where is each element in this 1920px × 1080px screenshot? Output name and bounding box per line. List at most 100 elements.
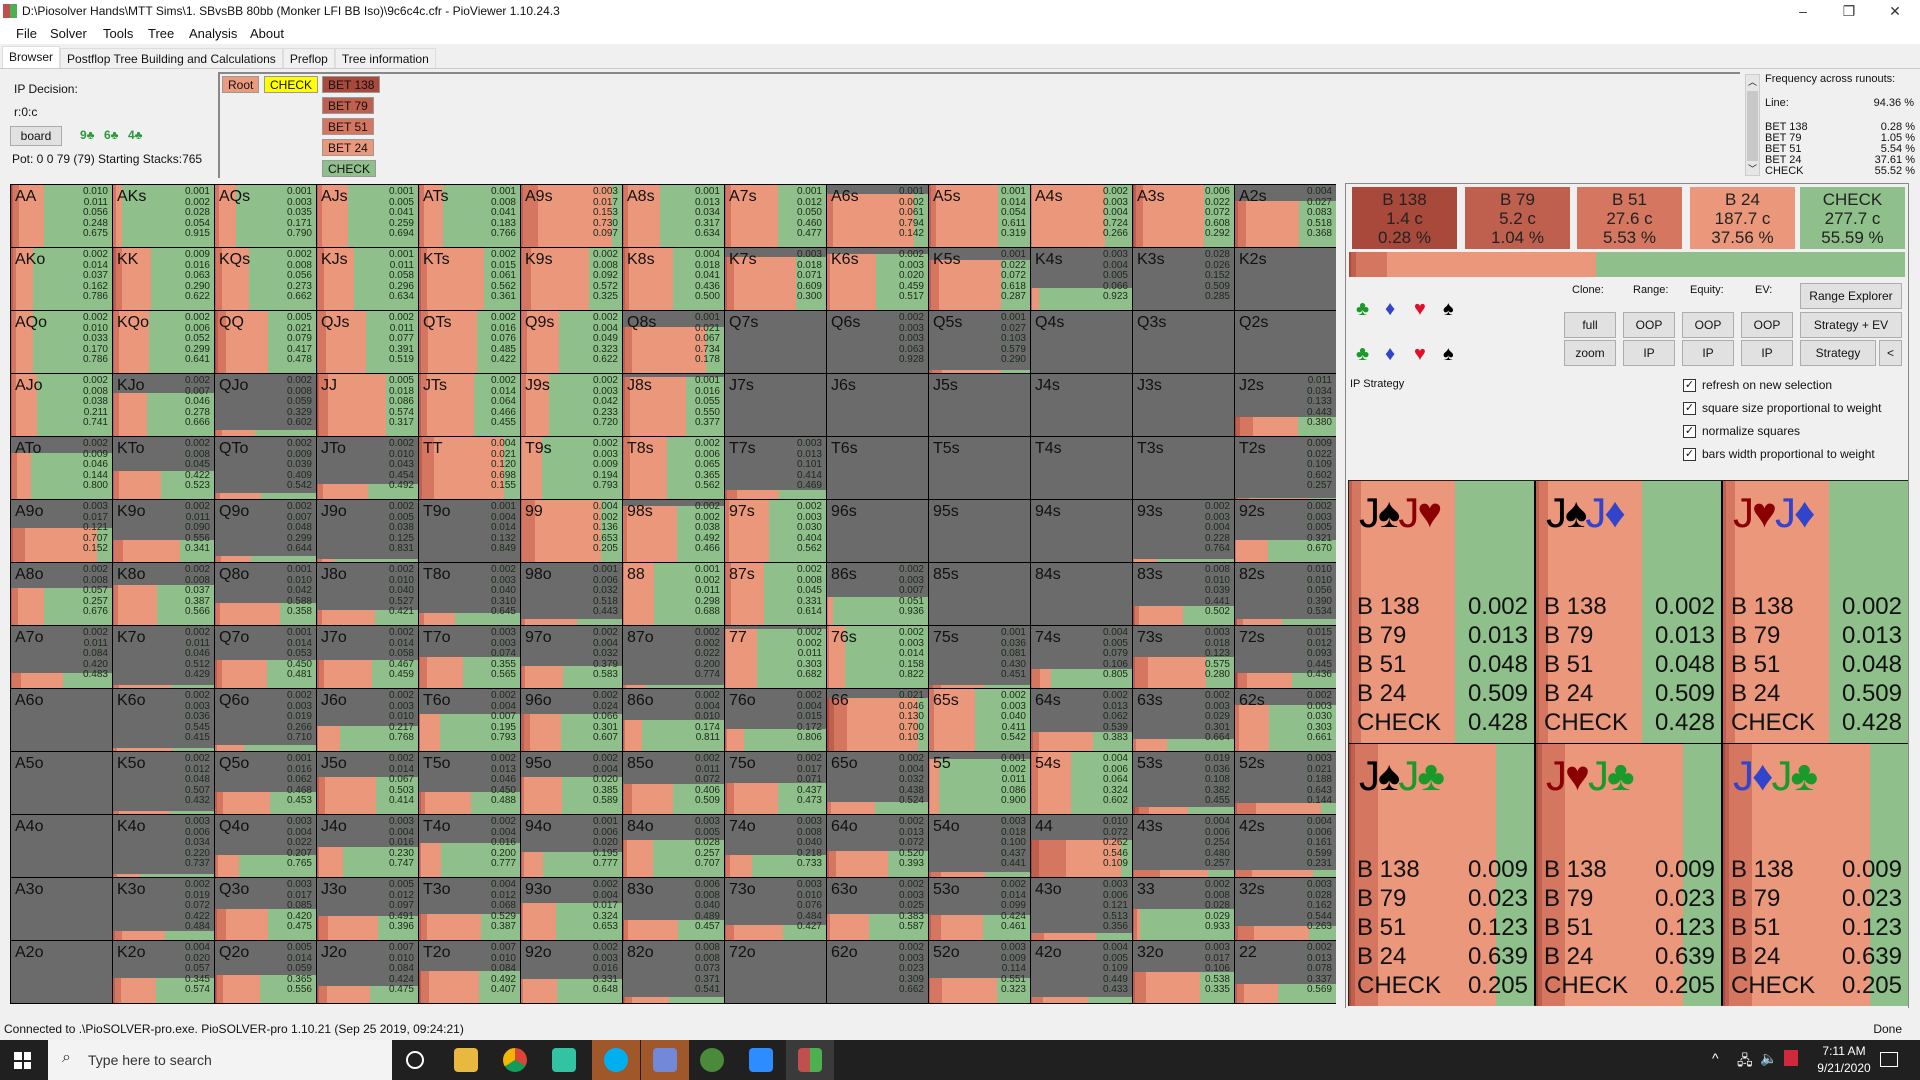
ev-oop-button[interactable]: OOP bbox=[1741, 312, 1793, 338]
combo-cell[interactable]: J♥J♣ B 138 0.009 B 79 0.023 B 51 0.123 B 24 0.63… bbox=[1536, 744, 1721, 1006]
menu-tools[interactable]: Tools bbox=[103, 26, 134, 41]
hand-cell[interactable]: T2s 0.009 0.022 0.109 0.602 0.257 bbox=[1235, 437, 1336, 499]
hand-cell[interactable]: 74s 0.004 0.005 0.079 0.106 0.805 bbox=[1031, 626, 1132, 688]
hand-cell[interactable]: A2s 0.004 0.027 0.083 0.518 0.368 bbox=[1235, 185, 1336, 247]
menu-solver[interactable]: Solver bbox=[50, 26, 87, 41]
action-summary-box[interactable]: CHECK 277.7 c 55.59 % bbox=[1800, 187, 1905, 249]
range-ip-button[interactable]: IP bbox=[1623, 340, 1675, 366]
tree-action-bet-24[interactable]: BET 24 bbox=[322, 139, 374, 156]
hand-cell[interactable]: 53s 0.019 0.036 0.108 0.382 0.455 bbox=[1133, 752, 1234, 814]
hand-cell[interactable]: T4o 0.002 0.004 0.016 0.200 0.777 bbox=[419, 815, 520, 877]
hand-cell[interactable]: 72o bbox=[725, 941, 826, 1003]
hand-cell[interactable]: 82o 0.008 0.008 0.073 0.371 0.541 bbox=[623, 941, 724, 1003]
scrollbar[interactable]: ︿ ﹀ bbox=[1745, 74, 1760, 176]
hand-cell[interactable]: JTs 0.002 0.014 0.064 0.466 0.455 bbox=[419, 374, 520, 436]
hand-cell[interactable]: 53o 0.002 0.014 0.099 0.424 0.461 bbox=[929, 878, 1030, 940]
close-button[interactable]: ✕ bbox=[1889, 3, 1901, 19]
tree-action-bet-138[interactable]: BET 138 bbox=[322, 76, 381, 93]
hand-cell[interactable]: AJo 0.002 0.008 0.038 0.211 0.741 bbox=[11, 374, 112, 436]
hand-cell[interactable]: A8o 0.002 0.008 0.057 0.257 0.676 bbox=[11, 563, 112, 625]
chrome-icon[interactable] bbox=[503, 1048, 527, 1072]
hand-cell[interactable]: J2o 0.007 0.010 0.084 0.424 0.475 bbox=[317, 941, 418, 1003]
hand-cell[interactable]: T8o 0.002 0.003 0.040 0.310 0.645 bbox=[419, 563, 520, 625]
skype-taskbar-item[interactable] bbox=[592, 1040, 640, 1080]
hand-cell[interactable]: 99 0.004 0.002 0.136 0.653 0.205 bbox=[521, 500, 622, 562]
app-icon[interactable] bbox=[700, 1048, 724, 1072]
hand-cell[interactable]: K3o 0.002 0.019 0.072 0.422 0.484 bbox=[113, 878, 214, 940]
hand-cell[interactable]: Q3o 0.003 0.017 0.085 0.420 0.475 bbox=[215, 878, 316, 940]
hand-cell[interactable]: 52o 0.003 0.009 0.114 0.551 0.323 bbox=[929, 941, 1030, 1003]
hand-cell[interactable]: 97o 0.002 0.004 0.032 0.379 0.583 bbox=[521, 626, 622, 688]
hand-cell[interactable]: A4s 0.002 0.003 0.004 0.724 0.266 bbox=[1031, 185, 1132, 247]
hand-cell[interactable]: 43s 0.004 0.006 0.254 0.480 0.257 bbox=[1133, 815, 1234, 877]
hand-cell[interactable]: 33 0.002 0.008 0.028 0.029 0.933 bbox=[1133, 878, 1234, 940]
hand-cell[interactable]: A5s 0.001 0.014 0.054 0.611 0.319 bbox=[929, 185, 1030, 247]
hand-cell[interactable]: Q4s bbox=[1031, 311, 1132, 373]
hand-cell[interactable]: 93o 0.002 0.004 0.017 0.324 0.653 bbox=[521, 878, 622, 940]
hand-cell[interactable]: K6o 0.002 0.003 0.036 0.545 0.415 bbox=[113, 689, 214, 751]
combo-cell[interactable]: J♠J♣ B 138 0.009 B 79 0.023 B 51 0.123 B 24 0.63… bbox=[1349, 744, 1534, 1006]
hand-cell[interactable]: K7o 0.002 0.011 0.046 0.512 0.429 bbox=[113, 626, 214, 688]
range-explorer-button[interactable]: Range Explorer bbox=[1800, 283, 1902, 309]
hand-cell[interactable]: 83o 0.006 0.008 0.040 0.489 0.457 bbox=[623, 878, 724, 940]
hand-cell[interactable]: 85o 0.002 0.011 0.072 0.406 0.509 bbox=[623, 752, 724, 814]
hand-cell[interactable]: J5s bbox=[929, 374, 1030, 436]
hand-cell[interactable]: 63o 0.002 0.003 0.025 0.383 0.587 bbox=[827, 878, 928, 940]
hand-cell[interactable]: J6o 0.002 0.003 0.010 0.217 0.768 bbox=[317, 689, 418, 751]
hand-cell[interactable]: ATs 0.001 0.008 0.041 0.183 0.766 bbox=[419, 185, 520, 247]
notifications-icon[interactable] bbox=[1880, 1052, 1898, 1067]
tree-action-bet-79[interactable]: BET 79 bbox=[322, 97, 374, 114]
hand-cell[interactable]: J8o 0.002 0.010 0.040 0.527 0.421 bbox=[317, 563, 418, 625]
tree-action-bet-51[interactable]: BET 51 bbox=[322, 118, 374, 135]
menu-file[interactable]: File bbox=[16, 26, 37, 41]
hand-cell[interactable]: 95s bbox=[929, 500, 1030, 562]
strategy-ev-button[interactable]: Strategy + EV bbox=[1800, 312, 1902, 338]
hand-cell[interactable]: Q6s 0.002 0.003 0.003 0.063 0.928 bbox=[827, 311, 928, 373]
board-button[interactable]: board bbox=[10, 126, 62, 146]
hand-cell[interactable]: 87s 0.002 0.008 0.045 0.331 0.614 bbox=[725, 563, 826, 625]
maximize-button[interactable]: ❐ bbox=[1842, 3, 1856, 19]
hand-cell[interactable]: J3o 0.005 0.012 0.097 0.491 0.396 bbox=[317, 878, 418, 940]
hand-cell[interactable]: AQs 0.001 0.003 0.035 0.171 0.790 bbox=[215, 185, 316, 247]
clone-zoom-button[interactable]: zoom bbox=[1564, 340, 1616, 366]
hand-cell[interactable]: 96s bbox=[827, 500, 928, 562]
diamond-filter-icon[interactable]: ♦ bbox=[1385, 343, 1396, 365]
hand-cell[interactable]: A7o 0.002 0.011 0.084 0.420 0.483 bbox=[11, 626, 112, 688]
hand-cell[interactable]: 75o 0.002 0.017 0.071 0.437 0.473 bbox=[725, 752, 826, 814]
tab-postflop-tree[interactable]: Postflop Tree Building and Calculations bbox=[60, 48, 283, 68]
tree-node-check[interactable]: CHECK bbox=[264, 76, 319, 93]
hand-cell[interactable]: Q9o 0.002 0.007 0.048 0.299 0.644 bbox=[215, 500, 316, 562]
hand-cell[interactable]: 65s 0.002 0.003 0.040 0.411 0.542 bbox=[929, 689, 1030, 751]
hand-cell[interactable]: KJo 0.002 0.007 0.046 0.278 0.666 bbox=[113, 374, 214, 436]
hand-cell[interactable]: 63s 0.002 0.003 0.029 0.301 0.664 bbox=[1133, 689, 1234, 751]
club-filter-icon[interactable]: ♣ bbox=[1356, 298, 1370, 320]
hand-cell[interactable]: 76s 0.002 0.003 0.014 0.158 0.822 bbox=[827, 626, 928, 688]
hand-cell[interactable]: Q2o 0.005 0.014 0.059 0.365 0.556 bbox=[215, 941, 316, 1003]
hand-cell[interactable]: T5s bbox=[929, 437, 1030, 499]
windows-start-icon[interactable] bbox=[14, 1052, 31, 1069]
hand-cell[interactable]: AKs 0.001 0.002 0.028 0.054 0.915 bbox=[113, 185, 214, 247]
hand-cell[interactable]: 92o 0.002 0.003 0.016 0.331 0.648 bbox=[521, 941, 622, 1003]
action-summary-box[interactable]: B 138 1.4 c 0.28 % bbox=[1352, 187, 1457, 249]
hand-cell[interactable]: KTs 0.002 0.015 0.061 0.562 0.361 bbox=[419, 248, 520, 310]
hand-cell[interactable]: JJ 0.005 0.018 0.086 0.574 0.317 bbox=[317, 374, 418, 436]
hand-cell[interactable]: A8s 0.001 0.013 0.034 0.317 0.634 bbox=[623, 185, 724, 247]
hand-cell[interactable]: T7s 0.003 0.013 0.101 0.414 0.469 bbox=[725, 437, 826, 499]
hand-cell[interactable]: 42o 0.004 0.005 0.109 0.449 0.433 bbox=[1031, 941, 1132, 1003]
hand-cell[interactable]: 85s bbox=[929, 563, 1030, 625]
hand-cell[interactable]: A9s 0.003 0.017 0.153 0.730 0.097 bbox=[521, 185, 622, 247]
hand-cell[interactable]: QTo 0.002 0.009 0.039 0.409 0.542 bbox=[215, 437, 316, 499]
range-oop-button[interactable]: OOP bbox=[1623, 312, 1675, 338]
hand-cell[interactable]: Q4o 0.003 0.004 0.022 0.207 0.765 bbox=[215, 815, 316, 877]
hand-cell[interactable]: QJo 0.002 0.008 0.059 0.329 0.602 bbox=[215, 374, 316, 436]
hand-cell[interactable]: 74o 0.003 0.008 0.040 0.218 0.733 bbox=[725, 815, 826, 877]
discord-taskbar-item[interactable] bbox=[641, 1040, 689, 1080]
scroll-down-icon[interactable]: ﹀ bbox=[1747, 164, 1757, 174]
hand-cell[interactable]: J3s bbox=[1133, 374, 1234, 436]
hand-cell[interactable]: 98s 0.002 0.002 0.038 0.492 0.466 bbox=[623, 500, 724, 562]
hand-cell[interactable]: JTo 0.002 0.010 0.043 0.454 0.492 bbox=[317, 437, 418, 499]
hand-cell[interactable]: 92s 0.002 0.003 0.005 0.321 0.670 bbox=[1235, 500, 1336, 562]
hand-cell[interactable]: QJs 0.002 0.011 0.077 0.391 0.519 bbox=[317, 311, 418, 373]
hand-cell[interactable]: T3o 0.004 0.012 0.068 0.529 0.387 bbox=[419, 878, 520, 940]
hand-cell[interactable]: J9s 0.002 0.003 0.042 0.233 0.720 bbox=[521, 374, 622, 436]
